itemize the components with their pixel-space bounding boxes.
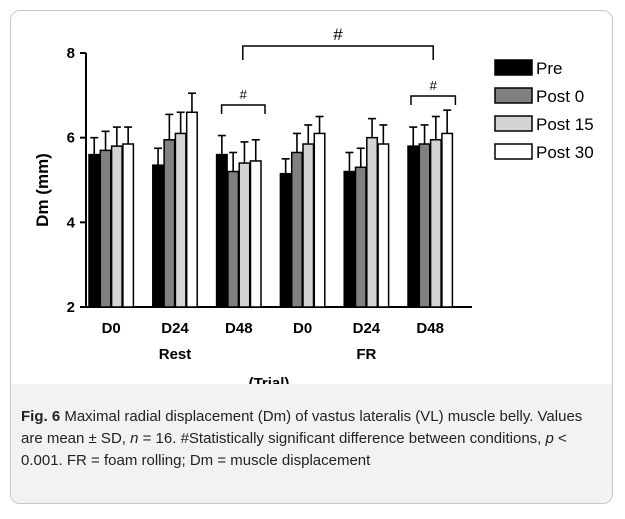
legend-label: Post 30 [536, 143, 594, 162]
y-tick-label: 6 [67, 130, 75, 147]
significance-marker: # [430, 78, 438, 93]
bar [407, 145, 420, 308]
significance-bracket [410, 95, 457, 105]
x-tick-label: D0 [293, 320, 312, 337]
bar [429, 139, 442, 308]
bar [174, 132, 187, 308]
bar [441, 132, 454, 308]
figure-caption: Fig. 6 Maximal radial displacement (Dm) … [11, 384, 612, 503]
x-tick-label: D24 [353, 320, 381, 337]
bar [88, 153, 101, 308]
bar [302, 143, 315, 308]
group-label: Rest [159, 346, 192, 363]
y-tick-label: 2 [67, 299, 75, 316]
bar [122, 143, 135, 308]
bar [249, 160, 262, 308]
legend-swatch [494, 115, 533, 132]
legend-label: Post 15 [536, 115, 594, 134]
bar [279, 172, 292, 308]
bars: D0 D24 D48 D0 D24 D48 Rest FR [88, 92, 454, 363]
x-tick-label: D0 [102, 320, 121, 337]
y-tick-label: 8 [67, 45, 75, 62]
x-tick-label: D48 [225, 320, 253, 337]
caption-text-3: < 0.001. FR = foam rolling; Dm = muscle … [21, 430, 567, 469]
bar [290, 151, 303, 308]
annotations: # # # [220, 25, 457, 114]
group-label: FR [356, 346, 376, 363]
legend-swatch [494, 143, 533, 160]
legend-swatch [494, 87, 533, 104]
significance-marker: # [240, 87, 248, 102]
bar [377, 143, 390, 308]
bar [110, 145, 123, 308]
legend-label: Pre [536, 59, 562, 78]
bar [238, 162, 251, 308]
y-tick-label: 4 [67, 214, 76, 231]
bar [366, 136, 379, 308]
significance-marker: # [333, 25, 343, 44]
significance-bracket [242, 45, 434, 60]
bar [152, 164, 165, 308]
bar [163, 139, 176, 308]
caption-label: Fig. 6 [21, 408, 61, 425]
bar [227, 170, 240, 308]
caption-n-variable: n [130, 430, 139, 447]
bar [418, 143, 431, 308]
legend: Pre Post 0 Post 15 Post 30 [494, 59, 594, 162]
bar [313, 132, 326, 308]
caption-p-variable: p [545, 430, 554, 447]
y-axis-label: Dm (mm) [33, 153, 52, 227]
significance-bracket [220, 104, 266, 114]
legend-swatch [494, 59, 533, 76]
bar [354, 166, 367, 308]
x-tick-label: D48 [416, 320, 444, 337]
caption-text-2: = 16. #Statistically significant differe… [138, 430, 546, 447]
caption-text-1: Maximal radial displacement (Dm) of vast… [21, 408, 583, 447]
legend-label: Post 0 [536, 87, 584, 106]
x-tick-label: D24 [161, 320, 189, 337]
bar [215, 153, 228, 308]
bar [343, 170, 356, 308]
bar [185, 111, 198, 308]
bar [99, 149, 112, 308]
